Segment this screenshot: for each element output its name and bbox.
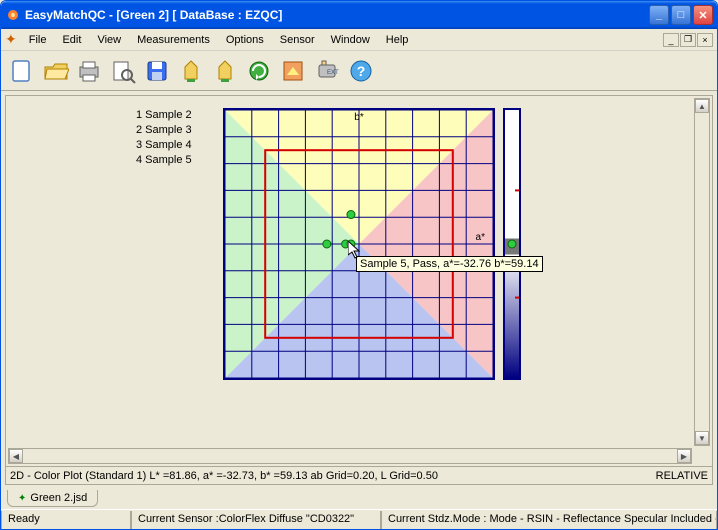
svg-text:b*: b* [354, 112, 364, 123]
minimize-button[interactable]: _ [649, 5, 669, 25]
logo-icon: ✦ [5, 31, 17, 48]
close-button[interactable]: ✕ [693, 5, 713, 25]
measure-std-icon[interactable] [175, 55, 207, 87]
open-icon[interactable] [39, 55, 71, 87]
plot-info-text: 2D - Color Plot (Standard 1) L* =81.86, … [10, 470, 438, 482]
toolbar: EXT? [1, 51, 717, 91]
relative-label: RELATIVE [656, 470, 708, 482]
app-window: EasyMatchQC - [Green 2] [ DataBase : EZQ… [0, 0, 718, 530]
menu-sensor[interactable]: Sensor [272, 32, 323, 48]
doc-restore-button[interactable]: ❐ [680, 33, 696, 47]
status-sensor: Current Sensor :ColorFlex Diffuse "CD032… [131, 511, 381, 529]
menu-options[interactable]: Options [218, 32, 272, 48]
preview-icon[interactable] [107, 55, 139, 87]
menu-view[interactable]: View [89, 32, 129, 48]
sample-list-item[interactable]: 1 Sample 2 [136, 108, 192, 123]
document-tab[interactable]: ✦ Green 2.jsd [7, 490, 98, 507]
vertical-scrollbar[interactable]: ▲ ▼ [694, 98, 710, 446]
window-title: EasyMatchQC - [Green 2] [ DataBase : EZQ… [25, 8, 649, 22]
tab-bar: ✦ Green 2.jsd [3, 487, 715, 507]
menu-help[interactable]: Help [378, 32, 417, 48]
svg-text:EXT: EXT [327, 70, 339, 76]
plot-info-bar: 2D - Color Plot (Standard 1) L* =81.86, … [6, 466, 712, 484]
sample-list-item[interactable]: 2 Sample 3 [136, 123, 192, 138]
save-icon[interactable] [141, 55, 173, 87]
update-icon[interactable] [243, 55, 275, 87]
status-mode: Current Stdz.Mode : Mode - RSIN - Reflec… [381, 511, 717, 529]
plot-inner: 1 Sample 22 Sample 33 Sample 44 Sample 5… [6, 96, 712, 466]
lightness-bar[interactable] [503, 108, 521, 380]
sensor-icon[interactable]: EXT [311, 55, 343, 87]
new-icon[interactable] [5, 55, 37, 87]
menu-window[interactable]: Window [323, 32, 378, 48]
svg-text:?: ? [357, 63, 366, 79]
tab-icon: ✦ [18, 493, 26, 504]
statusbar: Ready Current Sensor :ColorFlex Diffuse … [1, 509, 717, 529]
svg-text:a*: a* [476, 232, 486, 243]
menu-file[interactable]: File [21, 32, 55, 48]
maximize-button[interactable]: □ [671, 5, 691, 25]
tolerance-icon[interactable] [277, 55, 309, 87]
measure-sample-icon[interactable] [209, 55, 241, 87]
tab-label: Green 2.jsd [30, 492, 87, 504]
plot-panel: 1 Sample 22 Sample 33 Sample 44 Sample 5… [5, 95, 713, 485]
sample-list-item[interactable]: 4 Sample 5 [136, 153, 192, 168]
point-tooltip: Sample 5, Pass, a*=-32.76 b*=59.14 [356, 256, 543, 272]
help-icon[interactable]: ? [345, 55, 377, 87]
print-icon[interactable] [73, 55, 105, 87]
scroll-right-icon[interactable]: ▶ [677, 449, 691, 463]
sample-list-item[interactable]: 3 Sample 4 [136, 138, 192, 153]
menubar: ✦ FileEditViewMeasurementsOptionsSensorW… [1, 29, 717, 51]
status-ready: Ready [1, 511, 131, 529]
menu-measurements[interactable]: Measurements [129, 32, 218, 48]
scroll-left-icon[interactable]: ◀ [9, 449, 23, 463]
titlebar: EasyMatchQC - [Green 2] [ DataBase : EZQ… [1, 1, 717, 29]
color-plot[interactable]: b* a* [223, 108, 495, 380]
horizontal-scrollbar[interactable]: ◀ ▶ [8, 448, 692, 464]
sample-list: 1 Sample 22 Sample 33 Sample 44 Sample 5 [136, 108, 192, 168]
doc-minimize-button[interactable]: _ [663, 33, 679, 47]
scroll-up-icon[interactable]: ▲ [695, 99, 709, 113]
scroll-down-icon[interactable]: ▼ [695, 431, 709, 445]
doc-close-button[interactable]: × [697, 33, 713, 47]
menu-edit[interactable]: Edit [54, 32, 89, 48]
main-area: 1 Sample 22 Sample 33 Sample 44 Sample 5… [1, 91, 717, 509]
app-icon [5, 7, 21, 23]
